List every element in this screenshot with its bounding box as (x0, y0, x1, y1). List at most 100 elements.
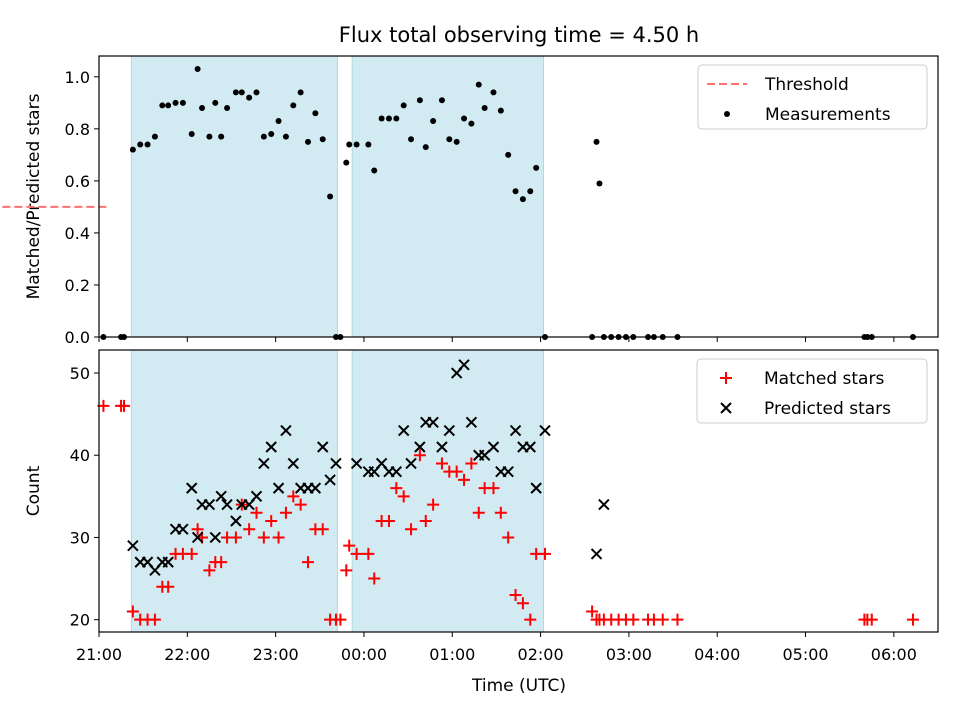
measurement-point (446, 136, 453, 143)
measurement-point (206, 133, 213, 140)
predicted-star-point (127, 539, 139, 552)
measurement-point (416, 97, 423, 104)
x-tick-label: 02:00 (518, 645, 564, 664)
x-tick-label: 22:00 (164, 645, 210, 664)
matched-star-point (397, 490, 410, 503)
matched-star-point (435, 457, 448, 470)
matched-star-point (118, 399, 131, 412)
legend-label: Predicted stars (764, 399, 891, 419)
measurement-point (172, 99, 179, 106)
matched-star-point (272, 531, 285, 544)
matched-star-point (148, 613, 161, 626)
matched-star-point (627, 613, 640, 626)
x-axis-label: Time (UTC) (471, 676, 566, 696)
measurement-point (194, 66, 201, 73)
matched-star-point (229, 531, 242, 544)
measurement-point (246, 94, 253, 101)
measurement-point (365, 141, 372, 148)
predicted-star-point (272, 482, 285, 494)
matched-star-point (250, 506, 263, 519)
y-tick-label: 30 (70, 528, 90, 547)
predicted-star-point (436, 441, 448, 453)
legend-label: Threshold (764, 75, 849, 95)
matched-star-point (656, 613, 669, 626)
measurement-point (159, 102, 166, 109)
shaded-interval-2 (351, 55, 545, 338)
x-tick-label: 04:00 (694, 645, 740, 664)
measurement-point (129, 146, 136, 153)
measurement-point (144, 141, 151, 148)
predicted-star-point (215, 490, 227, 503)
predicted-star-point (487, 441, 500, 453)
matched-star-point (865, 613, 878, 626)
matched-star-point (162, 580, 175, 593)
legend-box (697, 64, 928, 130)
matched-star-point (215, 556, 228, 569)
predicted-star-point (443, 424, 456, 437)
y-tick-label: 0.8 (65, 120, 90, 139)
predicted-star-point (590, 548, 603, 560)
matched-star-point (265, 515, 278, 528)
matched-star-point (458, 473, 471, 486)
predicted-star-point (427, 416, 439, 429)
measurement-point (305, 138, 312, 145)
predicted-star-point (317, 441, 329, 453)
chart-title: Flux total observing time = 4.50 h (339, 23, 699, 47)
predicted-star-point (539, 424, 551, 437)
predicted-star-point (258, 457, 270, 470)
predicted-star-point (177, 523, 189, 535)
top-panel: 0.0 0.2 0.4 0.6 0.8 1.0 Matched/Predicted star… (0, 55, 939, 347)
predicted-star-point (330, 457, 342, 470)
matched-star-point (472, 506, 485, 519)
bottom-panel: 20 30 40 50 Count 21:00 22:00 23:00 00:00 01:00 02… (24, 349, 939, 664)
x-tick-label: 23:00 (253, 645, 299, 664)
matched-star-point (494, 506, 507, 519)
matched-star-point (185, 547, 198, 560)
measurement-point (312, 110, 319, 117)
matched-star-point (340, 564, 353, 577)
shaded-interval-1 (130, 55, 338, 338)
matched-star-point (257, 531, 270, 544)
predicted-star-point (280, 424, 292, 437)
measurement-point (393, 115, 400, 122)
predicted-star-point (221, 498, 233, 511)
y-tick-label: 0.2 (65, 276, 90, 295)
predicted-star-point (191, 531, 204, 544)
predicted-star-point (502, 465, 514, 478)
measurement-point (282, 133, 289, 140)
matched-star-point (419, 515, 432, 528)
predicted-star-point (287, 457, 300, 470)
measurement-point (593, 138, 600, 145)
measurement-point (290, 102, 297, 109)
matched-star-point (203, 564, 216, 577)
measurement-point (422, 144, 429, 151)
measurement-point (408, 136, 415, 143)
matched-star-point (413, 449, 426, 462)
matched-star-point (343, 539, 356, 552)
matched-star-point (465, 457, 478, 470)
measurement-point (260, 133, 267, 140)
measurement-point (533, 164, 540, 171)
matched-star-point (287, 490, 300, 503)
measurement-point (179, 99, 186, 106)
y-axis-label: Count (24, 465, 44, 516)
legend-matched-swatch (720, 372, 732, 384)
matched-star-point (906, 613, 919, 626)
x-tick-label: 00:00 (341, 645, 387, 664)
predicted-star-point (465, 416, 478, 429)
measurement-point (137, 141, 144, 148)
measurement-point (151, 133, 158, 140)
predicted-star-point (324, 474, 336, 486)
measurement-point (461, 115, 468, 122)
predicted-star-point (350, 457, 363, 470)
axes-frame (98, 349, 939, 633)
measurement-point (232, 89, 239, 96)
predicted-star-point (530, 482, 542, 494)
predicted-star-point (478, 449, 491, 461)
matched-star-point (316, 523, 329, 536)
measurement-point (238, 89, 245, 96)
measurement-point (188, 131, 195, 138)
measurement-point (371, 167, 378, 174)
y-tick-label: 20 (70, 611, 90, 630)
